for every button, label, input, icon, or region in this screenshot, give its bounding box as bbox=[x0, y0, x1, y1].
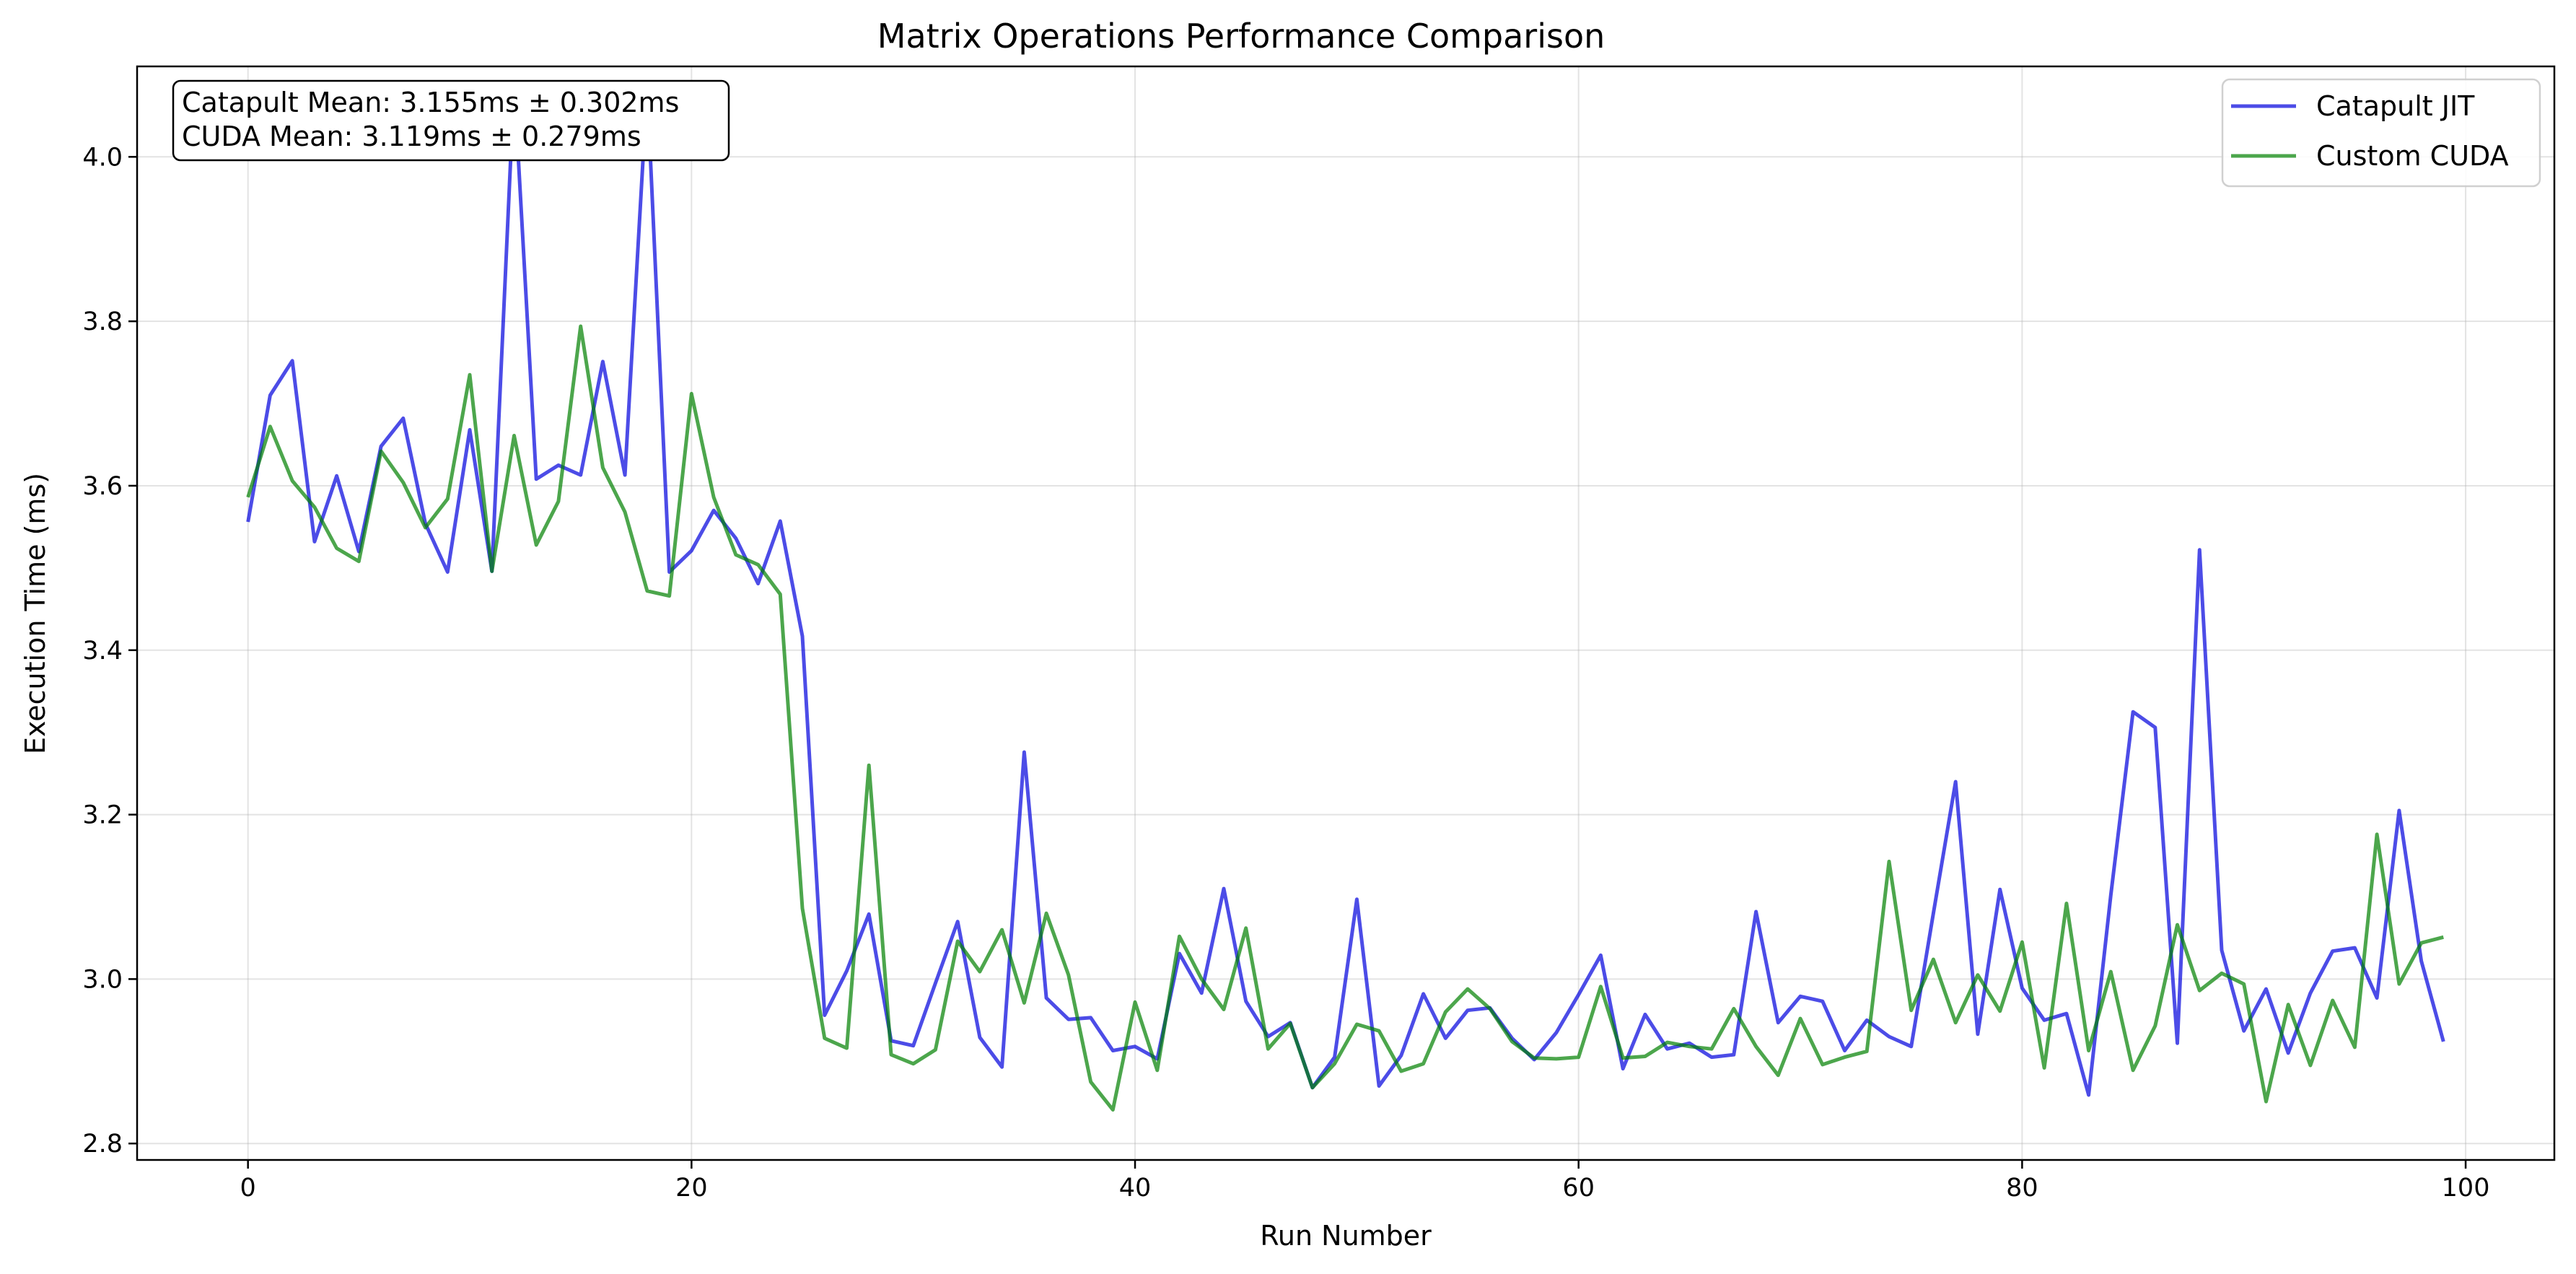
series-line-catapult-jit bbox=[246, 81, 2445, 1097]
y-axis-ticks: 2.8 3.0 3.2 3.4 3.6 3.8 4.0 bbox=[82, 143, 137, 1159]
plot-frame bbox=[136, 65, 2556, 1161]
y-tick-label: 3.2 bbox=[82, 801, 123, 830]
x-tick-label: 60 bbox=[1562, 1174, 1595, 1203]
stats-box-frame bbox=[172, 79, 730, 162]
y-tick-label: 4.0 bbox=[82, 143, 123, 172]
y-tick-label: 2.8 bbox=[82, 1130, 123, 1159]
y-axis-label: Execution Time (ms) bbox=[19, 473, 51, 754]
y-tick-label: 3.4 bbox=[82, 637, 123, 666]
x-axis-ticks: 0 20 40 60 80 100 bbox=[240, 1160, 2490, 1203]
y-tick-label: 3.8 bbox=[82, 307, 123, 336]
legend-label-catapult: Catapult JIT bbox=[2316, 90, 2475, 122]
x-tick-label: 0 bbox=[240, 1174, 256, 1203]
x-tick-label: 100 bbox=[2442, 1174, 2490, 1203]
legend-label-cuda: Custom CUDA bbox=[2316, 140, 2509, 172]
stats-annotation-box: Catapult Mean: 3.155ms ± 0.302ms CUDA Me… bbox=[172, 79, 730, 162]
stats-line-cuda: CUDA Mean: 3.119ms ± 0.279ms bbox=[182, 121, 641, 152]
chart-title: Matrix Operations Performance Comparison bbox=[877, 17, 1605, 56]
x-tick-label: 80 bbox=[2006, 1174, 2038, 1203]
stats-line-catapult: Catapult Mean: 3.155ms ± 0.302ms bbox=[182, 87, 679, 118]
x-axis-label: Run Number bbox=[1260, 1220, 1432, 1252]
y-tick-label: 3.0 bbox=[82, 965, 123, 994]
plot-area bbox=[136, 65, 2556, 1161]
x-tick-label: 40 bbox=[1119, 1174, 1152, 1203]
plot-background bbox=[137, 66, 2554, 1160]
y-tick-label: 3.6 bbox=[82, 472, 123, 501]
series-lines bbox=[246, 81, 2445, 1112]
legend-frame bbox=[2221, 78, 2541, 188]
legend: Catapult JIT Custom CUDA bbox=[2221, 78, 2541, 188]
gridlines bbox=[137, 66, 2554, 1160]
series-line-custom-cuda bbox=[246, 324, 2444, 1112]
x-tick-label: 20 bbox=[675, 1174, 708, 1203]
